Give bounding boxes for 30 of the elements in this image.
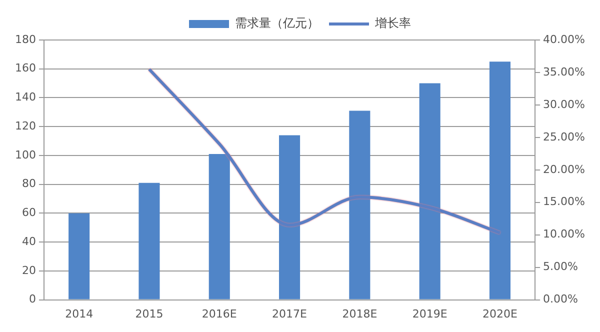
- y-tick-label: 120: [14, 119, 36, 132]
- x-tick-label: 2016E: [202, 307, 237, 320]
- y2-tick-label: 20.00%: [543, 162, 586, 176]
- y2-tick-label: 35.00%: [543, 65, 586, 78]
- y2-tick-label: 15.00%: [543, 195, 586, 208]
- y-tick-label: 180: [14, 32, 36, 46]
- y2-tick-label: 30.00%: [543, 98, 586, 111]
- x-tick-label: 2019E: [412, 307, 448, 320]
- y-tick-label: 80: [22, 177, 36, 190]
- y2-tick-label: 40.00%: [543, 32, 586, 46]
- legend-label: 增长率: [374, 16, 411, 30]
- bar: [68, 213, 90, 300]
- y2-tick-label: 5.00%: [543, 260, 578, 274]
- bar: [138, 182, 160, 300]
- y2-tick-label: 0.00%: [543, 292, 578, 306]
- x-tick-label: 2015: [135, 307, 164, 320]
- y-tick-label: 100: [14, 148, 36, 162]
- x-tick-label: 2020E: [482, 307, 518, 320]
- y-tick-label: 160: [14, 62, 36, 75]
- y-tick-label: 0: [28, 292, 36, 306]
- y2-tick-label: 25.00%: [543, 130, 586, 144]
- y2-tick-label: 10.00%: [543, 228, 586, 241]
- x-tick-label: 2018E: [342, 307, 378, 320]
- y-tick-label: 20: [22, 264, 36, 277]
- y-tick-label: 40: [22, 234, 36, 248]
- y-tick-label: 140: [14, 90, 36, 104]
- y-tick-label: 60: [22, 206, 36, 220]
- x-tick-label: 2014: [65, 307, 94, 320]
- x-tick-label: 2017E: [272, 307, 308, 320]
- legend-label: 需求量（亿元）: [235, 16, 319, 30]
